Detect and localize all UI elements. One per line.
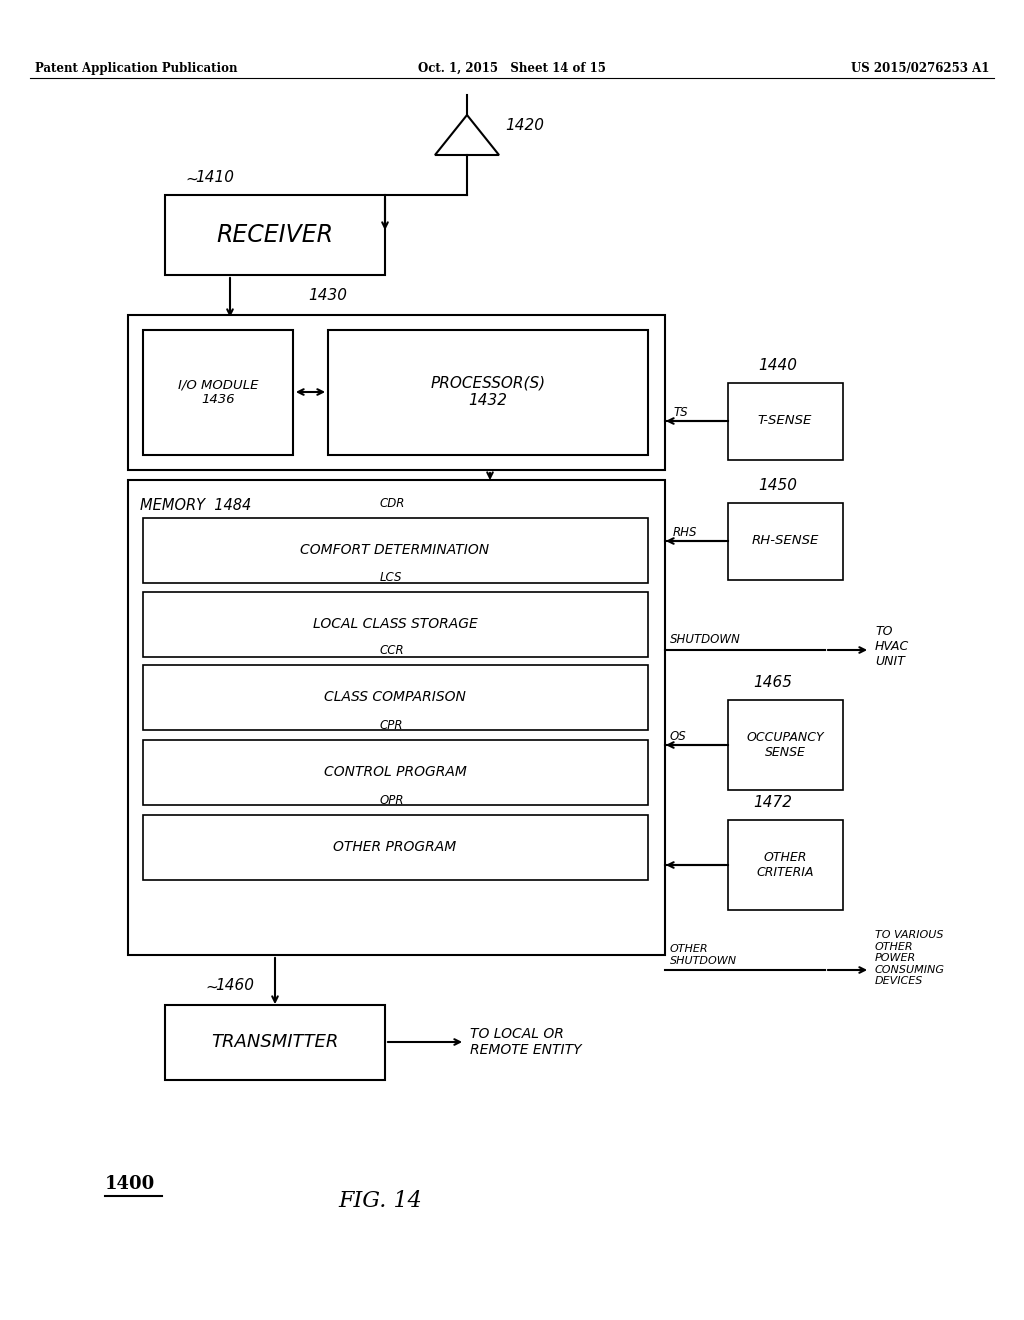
Text: RH-SENSE: RH-SENSE <box>752 535 818 548</box>
Text: TRANSMITTER: TRANSMITTER <box>211 1034 339 1051</box>
Text: TS: TS <box>673 407 688 418</box>
Text: I/O MODULE
1436: I/O MODULE 1436 <box>178 378 258 407</box>
Text: LOCAL CLASS STORAGE: LOCAL CLASS STORAGE <box>312 616 477 631</box>
Text: TO VARIOUS
OTHER
POWER
CONSUMING
DEVICES: TO VARIOUS OTHER POWER CONSUMING DEVICES <box>874 931 945 986</box>
Bar <box>328 330 648 455</box>
Text: US 2015/0276253 A1: US 2015/0276253 A1 <box>851 62 989 75</box>
Bar <box>143 814 648 880</box>
Text: CLASS COMPARISON: CLASS COMPARISON <box>324 690 466 704</box>
Text: OTHER PROGRAM: OTHER PROGRAM <box>334 840 457 854</box>
Text: 1410: 1410 <box>195 170 234 185</box>
Text: 1400: 1400 <box>105 1175 156 1193</box>
Text: 1430: 1430 <box>308 288 347 304</box>
Text: 1450: 1450 <box>758 478 797 492</box>
Bar <box>143 517 648 583</box>
Text: CONTROL PROGRAM: CONTROL PROGRAM <box>324 766 467 779</box>
Text: 1465: 1465 <box>753 675 792 690</box>
Text: 1472: 1472 <box>753 795 792 810</box>
Text: OS: OS <box>670 730 687 743</box>
Text: FIG. 14: FIG. 14 <box>338 1191 422 1212</box>
Bar <box>165 195 385 275</box>
Bar <box>143 665 648 730</box>
Text: T-SENSE: T-SENSE <box>758 414 812 428</box>
Bar <box>728 700 843 789</box>
Text: CPR: CPR <box>380 719 403 733</box>
Text: ~: ~ <box>185 172 198 187</box>
Text: RECEIVER: RECEIVER <box>216 223 334 247</box>
Text: TO LOCAL OR
REMOTE ENTITY: TO LOCAL OR REMOTE ENTITY <box>470 1027 582 1057</box>
Text: COMFORT DETERMINATION: COMFORT DETERMINATION <box>300 543 489 557</box>
Bar <box>128 480 665 954</box>
Text: OCCUPANCY
SENSE: OCCUPANCY SENSE <box>746 731 824 759</box>
Text: OTHER
SHUTDOWN: OTHER SHUTDOWN <box>670 944 737 966</box>
Text: OTHER
CRITERIA: OTHER CRITERIA <box>757 851 814 879</box>
Text: LCS: LCS <box>380 572 402 583</box>
Text: ~: ~ <box>205 979 218 995</box>
Text: PROCESSOR(S)
1432: PROCESSOR(S) 1432 <box>430 376 546 408</box>
Text: OPR: OPR <box>380 795 404 807</box>
Text: CDR: CDR <box>380 498 406 510</box>
Bar <box>728 820 843 909</box>
Text: MEMORY  1484: MEMORY 1484 <box>140 498 251 513</box>
Bar <box>728 383 843 459</box>
Text: TO
HVAC
UNIT: TO HVAC UNIT <box>874 624 909 668</box>
Text: 1420: 1420 <box>505 117 544 133</box>
Bar <box>143 330 293 455</box>
Text: 1440: 1440 <box>758 358 797 374</box>
Bar <box>165 1005 385 1080</box>
Text: SHUTDOWN: SHUTDOWN <box>670 634 740 645</box>
Text: 1460: 1460 <box>215 978 254 993</box>
Bar <box>143 741 648 805</box>
Bar <box>728 503 843 579</box>
Text: CCR: CCR <box>380 644 404 657</box>
Bar <box>143 591 648 657</box>
Bar <box>128 315 665 470</box>
Text: RHS: RHS <box>673 525 697 539</box>
Text: Patent Application Publication: Patent Application Publication <box>35 62 238 75</box>
Text: Oct. 1, 2015   Sheet 14 of 15: Oct. 1, 2015 Sheet 14 of 15 <box>418 62 606 75</box>
